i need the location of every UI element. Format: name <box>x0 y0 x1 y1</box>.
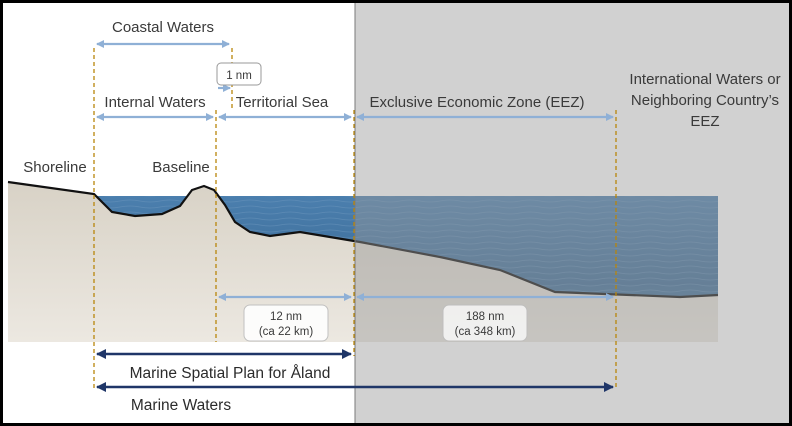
one-nm-box <box>216 62 262 86</box>
coastal-waters-label: Coastal Waters <box>112 19 214 36</box>
baseline-label: Baseline <box>152 159 210 176</box>
one-eighty-eight-nm-km-label: (ca 348 km) <box>455 326 516 338</box>
seabed-outline <box>7 180 719 299</box>
msp-label: Marine Spatial Plan for Åland <box>130 365 331 382</box>
twelve-nm-km-label: (ca 22 km) <box>259 326 313 338</box>
eez-shade <box>355 3 789 423</box>
intl-waters-label-line3: EEZ <box>690 113 719 130</box>
twelve-nm-box <box>243 304 329 342</box>
intl-waters-label-line1: International Waters or <box>629 71 780 88</box>
marine-waters-label: Marine Waters <box>131 397 231 414</box>
intl-waters-label-line2: Neighboring Country’s <box>631 92 779 109</box>
one-eighty-eight-nm-label: 188 nm <box>466 311 504 323</box>
shoreline-label: Shoreline <box>23 159 86 176</box>
twelve-nm-label: 12 nm <box>270 311 302 323</box>
territorial-sea-label: Territorial Sea <box>236 94 329 111</box>
seabed <box>8 182 718 342</box>
one-eighty-eight-nm-box <box>442 304 528 342</box>
internal-waters-label: Internal Waters <box>104 94 205 111</box>
eez-label: Exclusive Economic Zone (EEZ) <box>369 94 584 111</box>
one-nm-label: 1 nm <box>226 70 252 82</box>
